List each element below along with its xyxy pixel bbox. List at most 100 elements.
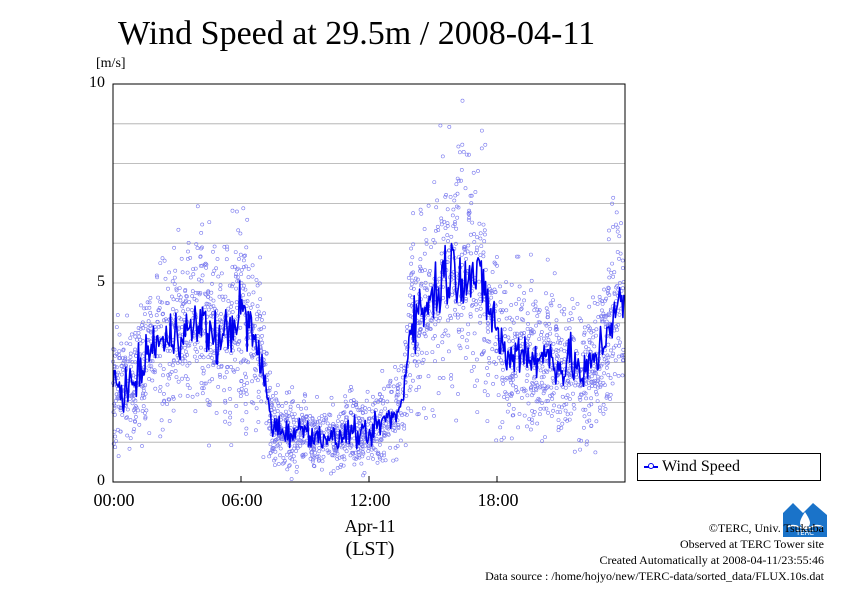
sample-point xyxy=(565,412,570,417)
sample-point xyxy=(423,334,428,339)
sample-point xyxy=(302,421,307,426)
sample-point xyxy=(551,341,556,346)
sample-point xyxy=(567,382,572,387)
sample-point xyxy=(616,354,621,359)
sample-point xyxy=(188,339,193,344)
sample-point xyxy=(471,298,476,302)
sample-point xyxy=(589,380,594,385)
sample-point xyxy=(233,250,238,255)
sample-point xyxy=(485,326,490,330)
sample-point xyxy=(598,405,602,410)
sample-point xyxy=(150,359,155,364)
sample-point xyxy=(349,443,354,448)
sample-point xyxy=(567,326,572,331)
sample-point xyxy=(335,419,340,424)
sample-point xyxy=(405,329,410,333)
sample-point xyxy=(522,291,527,295)
sample-point xyxy=(529,417,534,422)
sample-point xyxy=(125,313,130,318)
sample-point xyxy=(502,327,507,332)
axis-ticks xyxy=(112,476,498,482)
sample-point xyxy=(398,438,403,443)
sample-point xyxy=(244,388,249,393)
sample-point xyxy=(147,305,152,310)
sample-point xyxy=(424,286,429,291)
sample-point xyxy=(187,300,192,305)
sample-point xyxy=(381,401,385,406)
sample-point xyxy=(348,384,353,389)
sample-point xyxy=(533,384,538,389)
sample-point xyxy=(494,349,499,354)
sample-point xyxy=(265,372,270,377)
sample-point xyxy=(541,391,546,396)
sample-point xyxy=(578,392,583,397)
sample-point xyxy=(537,385,542,390)
sample-point xyxy=(487,339,492,344)
sample-point xyxy=(193,290,198,295)
sample-point xyxy=(584,442,589,447)
sample-point xyxy=(446,318,450,323)
sample-point xyxy=(143,415,148,420)
sample-point xyxy=(192,354,197,359)
sample-point xyxy=(599,383,603,388)
sample-point xyxy=(472,240,477,244)
sample-point xyxy=(235,275,240,280)
sample-point xyxy=(276,462,281,466)
sample-point xyxy=(453,193,458,198)
sample-point xyxy=(255,334,260,339)
sample-point xyxy=(547,321,551,326)
sample-point xyxy=(609,348,613,353)
sample-point xyxy=(143,391,148,396)
sample-point xyxy=(511,383,515,388)
sample-point xyxy=(235,266,240,271)
sample-point xyxy=(423,280,428,285)
sample-point xyxy=(255,304,260,309)
sample-point xyxy=(170,363,175,368)
sample-point xyxy=(274,444,279,449)
y-tick-label-5: 5 xyxy=(97,273,105,290)
sample-point xyxy=(341,411,346,416)
sample-point xyxy=(115,313,120,317)
sample-point xyxy=(359,461,364,466)
sample-point xyxy=(348,410,353,415)
sample-point xyxy=(478,231,483,236)
sample-point xyxy=(141,404,146,409)
sample-point xyxy=(521,318,526,323)
sample-point xyxy=(138,326,143,331)
sample-point xyxy=(545,333,550,338)
sample-point xyxy=(238,394,243,399)
sample-point xyxy=(345,442,349,447)
sample-point xyxy=(533,386,538,391)
sample-point xyxy=(140,323,144,327)
sample-point xyxy=(347,388,352,393)
sample-point xyxy=(183,374,188,379)
sample-point xyxy=(554,325,559,330)
sample-point xyxy=(598,408,603,413)
sample-point xyxy=(478,314,483,319)
sample-point xyxy=(309,422,314,427)
sample-point xyxy=(198,254,203,259)
sample-point xyxy=(420,360,425,365)
sample-point xyxy=(168,372,172,377)
sample-point xyxy=(366,449,371,454)
sample-point xyxy=(174,286,179,291)
sample-point xyxy=(326,450,331,455)
sample-point xyxy=(174,347,179,352)
sample-point xyxy=(591,329,596,333)
sample-point xyxy=(362,470,367,475)
sample-point xyxy=(323,443,328,448)
sample-point xyxy=(610,201,615,206)
sample-point xyxy=(262,311,267,316)
sample-point xyxy=(587,386,592,391)
sample-point xyxy=(419,283,423,288)
sample-point xyxy=(165,348,170,353)
sample-point xyxy=(492,260,497,265)
sample-point xyxy=(230,282,235,286)
sample-point xyxy=(505,409,510,414)
sample-point xyxy=(603,298,608,303)
sample-point xyxy=(529,387,534,392)
sample-point xyxy=(148,323,153,328)
sample-point xyxy=(432,334,437,338)
sample-point xyxy=(509,380,514,385)
sample-point xyxy=(541,386,546,391)
